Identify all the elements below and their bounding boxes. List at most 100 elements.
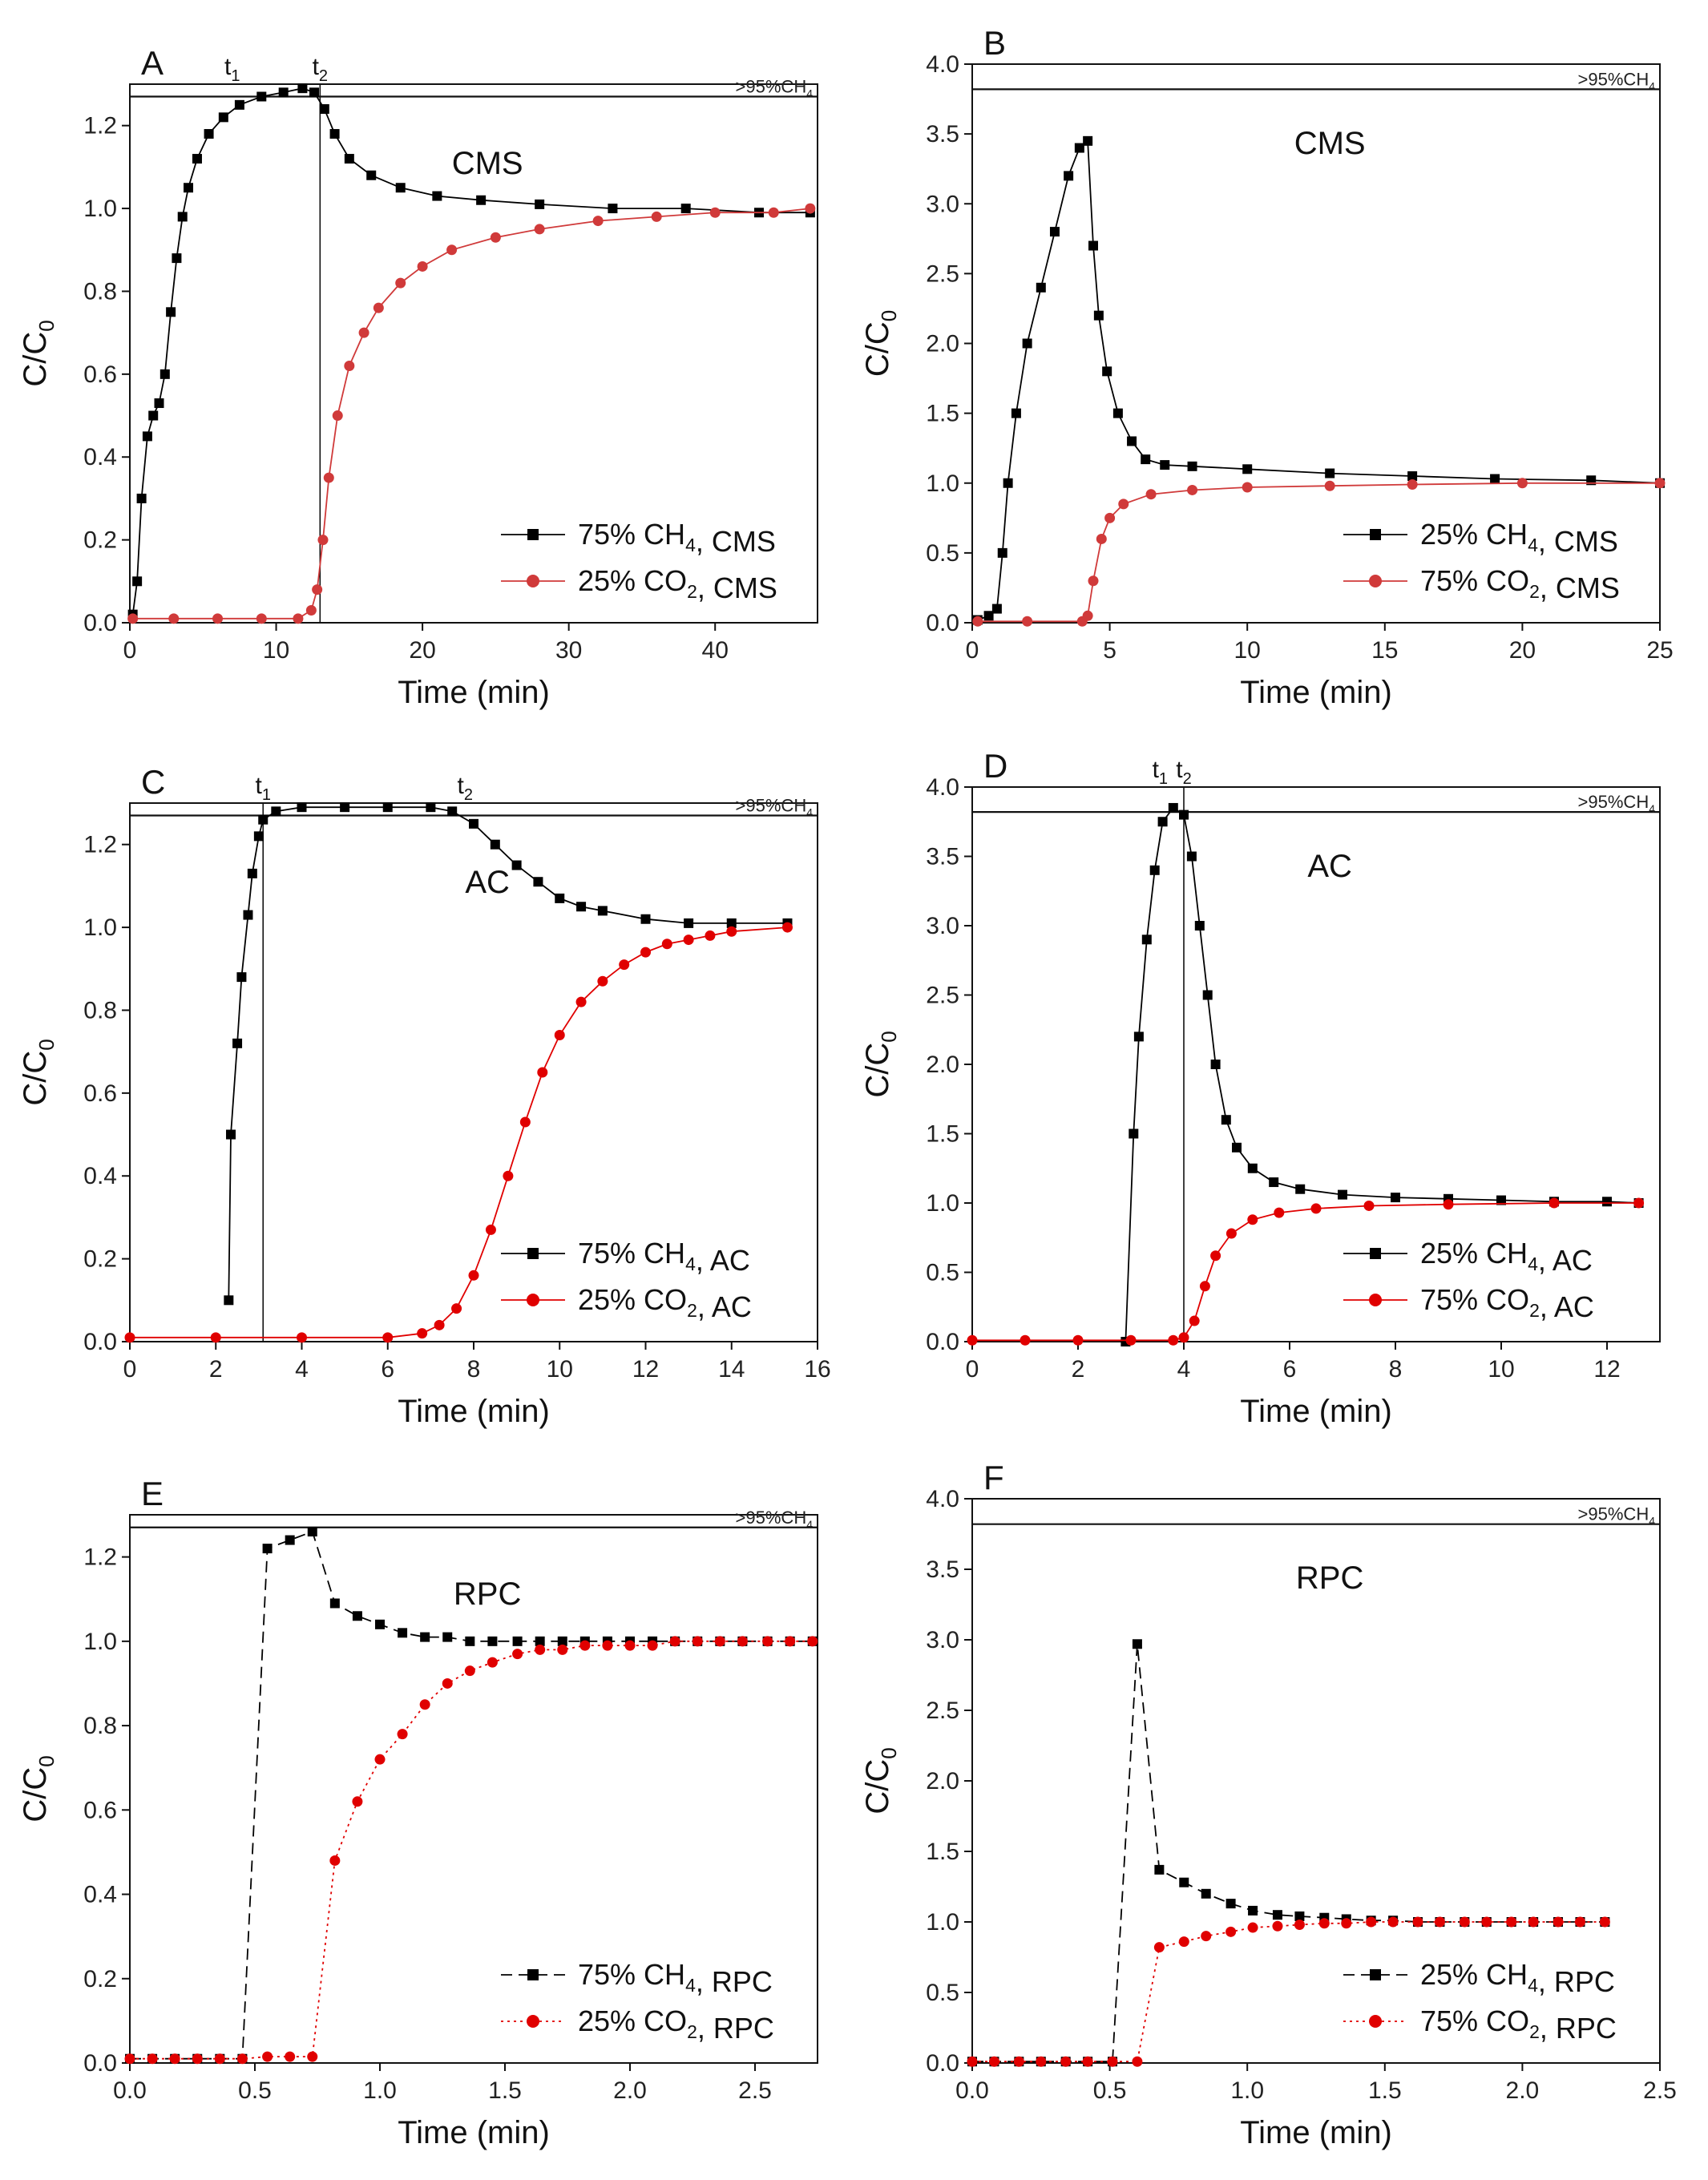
data-point [373, 302, 384, 313]
data-point [1232, 1142, 1242, 1153]
data-point [329, 1598, 340, 1609]
data-point [737, 1636, 748, 1647]
y-tick-label: 2.5 [926, 260, 959, 287]
threshold-note: >95%CH4 [1578, 69, 1656, 92]
legend-label: 75% CH4, AC [578, 1237, 750, 1277]
series-line [1125, 806, 1639, 1342]
legend: 25% CH4, RPC 75% CO2, RPC [1343, 1958, 1617, 2045]
data-point [177, 212, 188, 222]
data-point [469, 818, 478, 829]
legend: 75% CH4, AC 25% CO2, AC [501, 1237, 752, 1323]
data-point [554, 1029, 565, 1040]
y-tick-label: 0.6 [83, 361, 117, 388]
data-point [1102, 366, 1112, 377]
data-point [511, 860, 522, 870]
x-axis-title: Time (min) [398, 2115, 550, 2150]
x-tick-label: 2.0 [613, 2077, 647, 2104]
x-axis-title: Time (min) [398, 1394, 550, 1429]
data-point [169, 2053, 180, 2065]
data-point [1132, 2056, 1143, 2067]
data-point [1574, 1916, 1585, 1928]
material-label: RPC [454, 1576, 521, 1612]
legend-marker [527, 529, 539, 540]
x-tick-label: 12 [632, 1356, 659, 1383]
data-point [805, 203, 816, 214]
y-tick-label: 2.0 [926, 1052, 959, 1078]
data-point [597, 975, 608, 987]
data-point [1654, 478, 1666, 489]
data-point [487, 1636, 498, 1646]
data-point [312, 584, 323, 595]
y-tick-label: 4.0 [926, 51, 959, 78]
y-tick-label: 0.2 [83, 527, 117, 554]
data-point [1221, 1115, 1231, 1125]
data-point [680, 204, 691, 214]
data-point [726, 918, 737, 928]
legend-label: 25% CH4, CMS [1420, 518, 1618, 558]
data-point [397, 1729, 408, 1740]
data-point [142, 431, 152, 442]
y-tick-label: 0.2 [83, 1246, 117, 1273]
data-point [1160, 460, 1170, 470]
data-point [1496, 1195, 1506, 1205]
data-point [619, 959, 630, 971]
data-point [1247, 1214, 1258, 1225]
x-tick-label: 2 [1072, 1356, 1085, 1383]
data-point [1022, 338, 1032, 349]
data-point [218, 112, 228, 123]
data-point [293, 613, 304, 624]
data-point [1022, 616, 1033, 627]
data-point [1247, 1922, 1258, 1933]
data-point [1011, 408, 1021, 418]
data-point [1310, 1203, 1322, 1214]
material-label: CMS [452, 146, 523, 181]
data-point [166, 307, 176, 317]
data-point [1341, 1918, 1352, 1929]
data-point [256, 91, 267, 102]
y-tick-label: 0.8 [83, 997, 117, 1023]
x-axis-title: Time (min) [1240, 1394, 1392, 1429]
threshold-note: >95%CH4 [736, 77, 814, 100]
data-point [395, 183, 406, 193]
data-point [512, 1649, 523, 1660]
data-point [192, 154, 202, 164]
data-point [602, 1640, 613, 1651]
data-point [1633, 1197, 1645, 1209]
data-point [1387, 1916, 1399, 1928]
data-point [1338, 1189, 1347, 1200]
data-point [375, 1619, 385, 1629]
data-point [991, 604, 1002, 614]
x-tick-label: 6 [1283, 1356, 1297, 1383]
data-point [297, 1332, 307, 1343]
data-point [557, 1644, 568, 1655]
data-point [1528, 1916, 1539, 1928]
x-tick-label: 14 [718, 1356, 745, 1383]
data-point [705, 930, 716, 941]
x-tick-label: 1.5 [488, 2077, 522, 2104]
threshold-note: >95%CH4 [736, 1508, 814, 1531]
data-point [262, 1544, 273, 1554]
time-marker-label: t2 [313, 54, 328, 85]
y-tick-label: 0.0 [926, 1329, 959, 1355]
data-point [1132, 1639, 1142, 1649]
data-point [148, 410, 159, 421]
y-tick-label: 1.5 [926, 401, 959, 427]
data-point [184, 183, 194, 193]
series-ch4 [224, 802, 793, 1306]
data-point [988, 2056, 999, 2067]
data-point [640, 947, 651, 958]
data-point [983, 611, 994, 621]
y-tick-label: 1.5 [926, 1839, 959, 1865]
series-ch4 [127, 83, 815, 620]
x-tick-label: 2.5 [738, 2077, 772, 2104]
data-point [278, 87, 289, 98]
data-point [398, 1628, 408, 1638]
data-point [451, 1303, 462, 1314]
data-point [159, 369, 170, 379]
data-point [1324, 480, 1335, 491]
data-point [258, 814, 269, 825]
data-point [1599, 1916, 1610, 1928]
y-tick-label: 3.0 [926, 913, 959, 939]
data-point [1553, 1916, 1564, 1928]
y-tick-label: 0.2 [83, 1966, 117, 1992]
